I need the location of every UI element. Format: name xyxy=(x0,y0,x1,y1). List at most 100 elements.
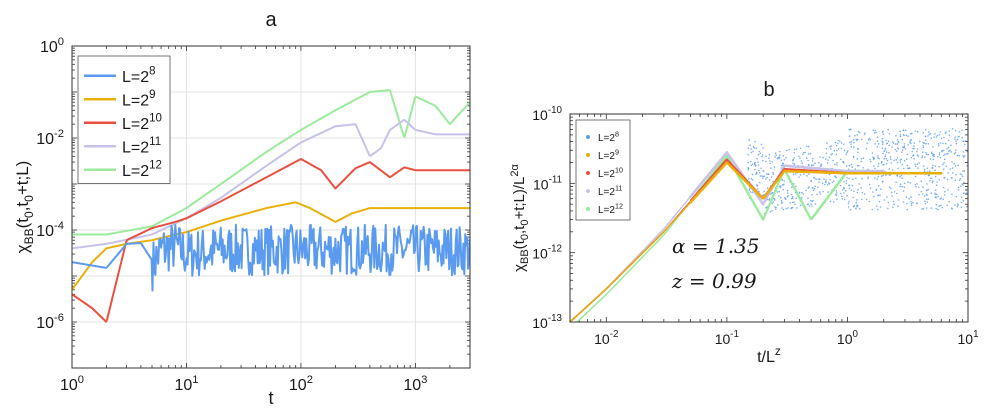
data-point-b-8 xyxy=(878,200,881,203)
data-point-b-8 xyxy=(835,176,837,179)
data-point-b-8 xyxy=(863,133,866,136)
data-point-b-8 xyxy=(773,166,776,168)
data-point-b-8 xyxy=(837,139,840,142)
data-point-b-8 xyxy=(793,157,795,159)
data-point-b-8 xyxy=(795,185,797,188)
data-point-b-8 xyxy=(806,175,808,177)
x-tick-label: 10-1 xyxy=(715,329,739,347)
y-tick-label: 10-11 xyxy=(533,174,562,192)
data-point-b-8 xyxy=(948,134,951,137)
data-point-b-8 xyxy=(961,183,963,185)
legend-label: L=29 xyxy=(598,147,619,162)
data-point-b-8 xyxy=(847,206,850,208)
data-point-b-8 xyxy=(840,142,843,144)
data-point-b-8 xyxy=(751,163,754,165)
data-point-b-8 xyxy=(772,180,774,183)
data-point-b-8 xyxy=(899,175,901,178)
data-point-b-8 xyxy=(953,152,956,155)
data-point-b-8 xyxy=(966,150,968,153)
data-point-b-8 xyxy=(804,151,806,154)
data-point-b-8 xyxy=(820,163,822,165)
data-point-b-8 xyxy=(748,178,750,180)
data-point-b-9 xyxy=(650,243,653,246)
data-point-b-8 xyxy=(965,192,968,194)
data-point-b-8 xyxy=(888,144,890,147)
data-point-b-8 xyxy=(907,181,909,183)
data-point-b-8 xyxy=(951,128,954,130)
data-point-b-8 xyxy=(927,153,929,156)
data-point-b-8 xyxy=(892,206,894,209)
data-point-b-8 xyxy=(928,170,931,172)
data-point-b-8 xyxy=(921,208,923,210)
data-point-b-8 xyxy=(766,187,769,189)
data-point-b-8 xyxy=(798,192,801,194)
data-point-b-8 xyxy=(930,137,933,139)
data-point-b-8 xyxy=(877,162,880,165)
data-point-b-8 xyxy=(885,174,887,176)
data-point-b-8 xyxy=(853,204,855,207)
data-point-b-8 xyxy=(783,180,785,182)
data-point-b-8 xyxy=(780,202,783,204)
data-point-b-11 xyxy=(668,221,670,224)
data-point-b-8 xyxy=(910,200,912,203)
data-point-b-8 xyxy=(950,151,952,153)
data-point-b-8 xyxy=(777,156,780,159)
data-point-b-9 xyxy=(593,298,596,301)
data-point-b-8 xyxy=(770,167,772,169)
data-point-b-8 xyxy=(876,136,879,139)
annotation-z: z = 0.99 xyxy=(671,269,757,293)
data-point-b-12 xyxy=(766,207,770,210)
data-point-b-11 xyxy=(674,214,676,217)
data-point-b-8 xyxy=(842,143,845,146)
data-point-b-9 xyxy=(622,271,625,273)
data-point-b-8 xyxy=(888,168,890,170)
legend-box xyxy=(575,119,631,221)
data-point-b-8 xyxy=(759,152,762,155)
data-point-b-9 xyxy=(595,296,598,299)
data-point-b-8 xyxy=(851,184,854,187)
data-point-b-8 xyxy=(939,142,942,144)
data-point-b-11 xyxy=(681,205,684,207)
data-point-b-8 xyxy=(780,159,783,162)
data-point-b-8 xyxy=(949,149,951,152)
data-point-b-8 xyxy=(843,149,846,152)
data-point-b-9 xyxy=(665,228,668,231)
data-point-b-9 xyxy=(590,302,592,304)
data-point-b-8 xyxy=(813,176,815,179)
data-point-b-8 xyxy=(962,199,965,202)
data-point-b-8 xyxy=(790,207,792,210)
data-point-b-8 xyxy=(924,156,926,158)
data-point-b-8 xyxy=(841,197,844,200)
data-point-b-8 xyxy=(914,175,917,178)
data-point-b-8 xyxy=(750,148,752,150)
data-point-b-9 xyxy=(603,289,606,292)
data-point-b-8 xyxy=(888,174,891,176)
data-point-b-9 xyxy=(608,284,611,287)
data-point-b-8 xyxy=(778,185,781,187)
data-point-b-9 xyxy=(686,205,689,208)
data-point-b-8 xyxy=(755,184,758,186)
data-point-b-8 xyxy=(771,192,774,194)
data-point-b-8 xyxy=(856,199,858,201)
data-point-b-8 xyxy=(883,163,885,166)
data-point-b-8 xyxy=(916,163,919,165)
data-point-b-8 xyxy=(801,196,803,199)
data-point-b-8 xyxy=(886,196,888,198)
data-point-b-8 xyxy=(873,157,875,160)
y-tick-label: 10-13 xyxy=(532,313,562,331)
data-point-b-8 xyxy=(893,203,895,206)
data-point-b-8 xyxy=(774,152,777,154)
data-point-b-8 xyxy=(872,156,874,158)
data-point-b-8 xyxy=(877,208,879,211)
data-point-b-8 xyxy=(811,205,813,207)
data-point-b-12 xyxy=(773,191,776,195)
data-point-b-8 xyxy=(912,201,914,204)
data-point-b-12 xyxy=(570,327,572,329)
data-point-b-8 xyxy=(813,188,816,190)
data-point-b-8 xyxy=(941,206,944,209)
data-point-b-8 xyxy=(883,150,885,152)
data-point-b-8 xyxy=(799,204,802,206)
data-point-b-8 xyxy=(951,167,954,169)
data-point-b-12 xyxy=(574,323,576,325)
data-point-b-8 xyxy=(925,142,927,145)
